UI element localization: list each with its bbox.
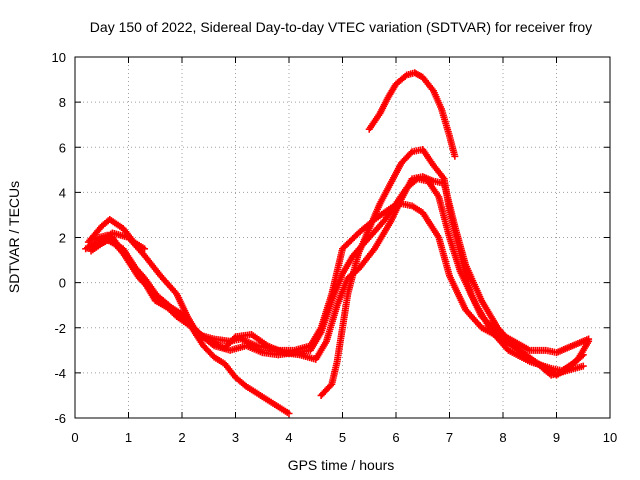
y-tick-label: -4 bbox=[54, 366, 66, 381]
y-tick-label: 0 bbox=[59, 276, 66, 291]
data-point-marker bbox=[579, 362, 587, 370]
y-axis-label: SDTVAR / TECUs bbox=[6, 181, 22, 293]
grid bbox=[75, 57, 610, 418]
data-point-marker bbox=[285, 409, 293, 417]
y-tick-label: 4 bbox=[59, 185, 66, 200]
x-tick-label: 2 bbox=[178, 430, 185, 445]
x-tick-label: 3 bbox=[232, 430, 239, 445]
y-tick-label: 2 bbox=[59, 231, 66, 246]
y-tick-label: -2 bbox=[54, 321, 66, 336]
x-tick-label: 8 bbox=[499, 430, 506, 445]
x-tick-label: 4 bbox=[285, 430, 292, 445]
chart-title: Day 150 of 2022, Sidereal Day-to-day VTE… bbox=[90, 19, 592, 35]
x-tick-label: 6 bbox=[392, 430, 399, 445]
x-tick-label: 1 bbox=[125, 430, 132, 445]
data-point-marker bbox=[578, 352, 586, 360]
x-tick-label: 9 bbox=[553, 430, 560, 445]
x-tick-label: 0 bbox=[71, 430, 78, 445]
series-track-7 bbox=[365, 69, 459, 160]
data-point-marker bbox=[451, 152, 459, 160]
x-axis-label: GPS time / hours bbox=[288, 457, 395, 473]
data-point-marker bbox=[579, 351, 587, 359]
y-tick-label: 10 bbox=[52, 50, 66, 65]
y-tick-label: 8 bbox=[59, 95, 66, 110]
data-point-marker bbox=[401, 72, 409, 80]
data-points bbox=[82, 69, 593, 417]
axis-ticks: 0 1 2 3 4 5 6 7 8 9 10 -6 -4 -2 0 2 4 6 8 10 bbox=[52, 50, 618, 445]
x-tick-label: 7 bbox=[446, 430, 453, 445]
y-tick-label: 6 bbox=[59, 140, 66, 155]
series-track-6 bbox=[317, 146, 593, 399]
series-track-5 bbox=[87, 236, 293, 417]
data-point-marker bbox=[585, 335, 593, 343]
x-tick-label: 10 bbox=[603, 430, 617, 445]
x-tick-label: 5 bbox=[339, 430, 346, 445]
y-tick-label: -6 bbox=[54, 411, 66, 426]
